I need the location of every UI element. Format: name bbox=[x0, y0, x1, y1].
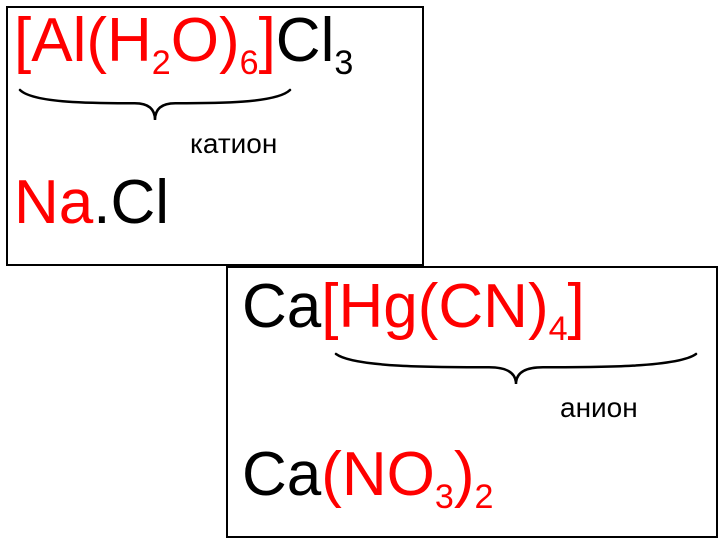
brace-cation bbox=[20, 88, 290, 122]
formula-segment: Cl bbox=[111, 172, 170, 234]
formula-segment: ) bbox=[454, 444, 475, 506]
brace-anion bbox=[336, 352, 696, 386]
formula-segment: O) bbox=[171, 10, 240, 72]
formula-ca-hgcn4: Ca[Hg(CN)4] bbox=[242, 276, 585, 346]
formula-segment: (NO bbox=[321, 444, 435, 506]
formula-segment: Na bbox=[14, 172, 93, 234]
formula-segment: ] bbox=[568, 276, 585, 338]
formula-segment: [Al(H bbox=[14, 10, 152, 72]
formula-segment: Cl bbox=[276, 10, 335, 72]
subscript: 2 bbox=[475, 480, 494, 514]
subscript: 6 bbox=[240, 46, 259, 80]
formula-segment: [Hg(CN) bbox=[321, 276, 548, 338]
subscript: 2 bbox=[152, 46, 171, 80]
formula-segment: ] bbox=[259, 10, 276, 72]
formula-al-h2o6-cl3: [Al(H2O)6]Cl3 bbox=[14, 10, 353, 80]
formula-nacl: Na.Cl bbox=[14, 172, 169, 234]
subscript: 4 bbox=[549, 312, 568, 346]
label-anion: анион bbox=[560, 392, 638, 424]
subscript: 3 bbox=[334, 46, 353, 80]
label-cation: катион bbox=[190, 128, 277, 160]
formula-segment: Ca bbox=[242, 444, 321, 506]
subscript: 3 bbox=[435, 480, 454, 514]
formula-segment: . bbox=[93, 172, 110, 234]
formula-segment: Ca bbox=[242, 276, 321, 338]
formula-ca-no3-2: Ca(NO3)2 bbox=[242, 444, 493, 514]
